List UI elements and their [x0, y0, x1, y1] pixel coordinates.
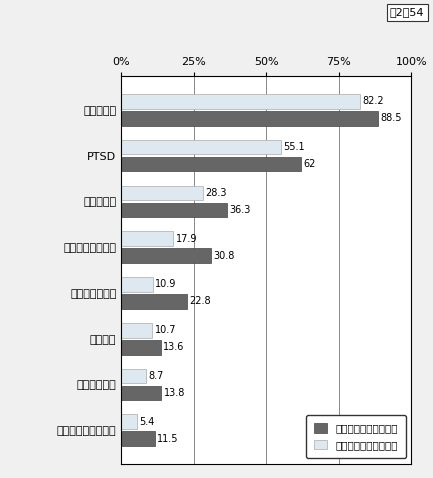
- Text: 88.5: 88.5: [380, 113, 402, 123]
- Text: 55.1: 55.1: [284, 142, 305, 152]
- Text: 13.6: 13.6: [163, 342, 184, 352]
- Text: 10.9: 10.9: [155, 280, 177, 290]
- Bar: [121, 369, 146, 383]
- Bar: [121, 203, 226, 217]
- Text: 22.8: 22.8: [190, 296, 211, 306]
- Text: 13.8: 13.8: [164, 388, 185, 398]
- Bar: [121, 249, 210, 263]
- Text: 82.2: 82.2: [362, 97, 384, 107]
- Text: 図2－54: 図2－54: [390, 7, 424, 17]
- Bar: [121, 94, 360, 109]
- Bar: [121, 294, 187, 309]
- Bar: [121, 414, 137, 429]
- Text: 62: 62: [304, 159, 316, 169]
- Bar: [121, 157, 301, 172]
- Bar: [121, 111, 378, 126]
- Bar: [121, 432, 155, 446]
- Text: 8.7: 8.7: [149, 371, 164, 381]
- Bar: [121, 140, 281, 154]
- Text: 30.8: 30.8: [213, 250, 234, 261]
- Bar: [121, 323, 152, 337]
- Bar: [121, 340, 161, 355]
- Text: 10.7: 10.7: [155, 325, 176, 335]
- Bar: [121, 277, 153, 292]
- Text: 17.9: 17.9: [175, 234, 197, 244]
- Text: 11.5: 11.5: [157, 434, 178, 444]
- Text: 5.4: 5.4: [139, 417, 155, 427]
- Text: 28.3: 28.3: [206, 188, 227, 198]
- Bar: [121, 231, 173, 246]
- Text: 36.3: 36.3: [229, 205, 250, 215]
- Bar: [121, 386, 161, 400]
- Legend: 被害者支援に関心あり, 被害者支援に関心なし: 被害者支援に関心あり, 被害者支援に関心なし: [306, 415, 406, 458]
- Bar: [121, 185, 204, 200]
